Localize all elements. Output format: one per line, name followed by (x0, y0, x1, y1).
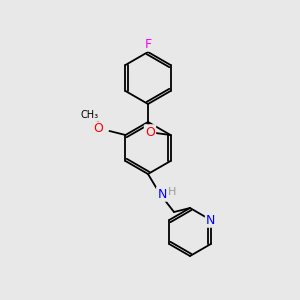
Text: CH₃: CH₃ (80, 110, 98, 120)
Text: N: N (157, 188, 167, 200)
Text: O: O (94, 122, 103, 136)
Text: H: H (168, 187, 176, 197)
Text: N: N (206, 214, 215, 226)
Text: F: F (144, 38, 152, 50)
Text: O: O (145, 125, 155, 139)
